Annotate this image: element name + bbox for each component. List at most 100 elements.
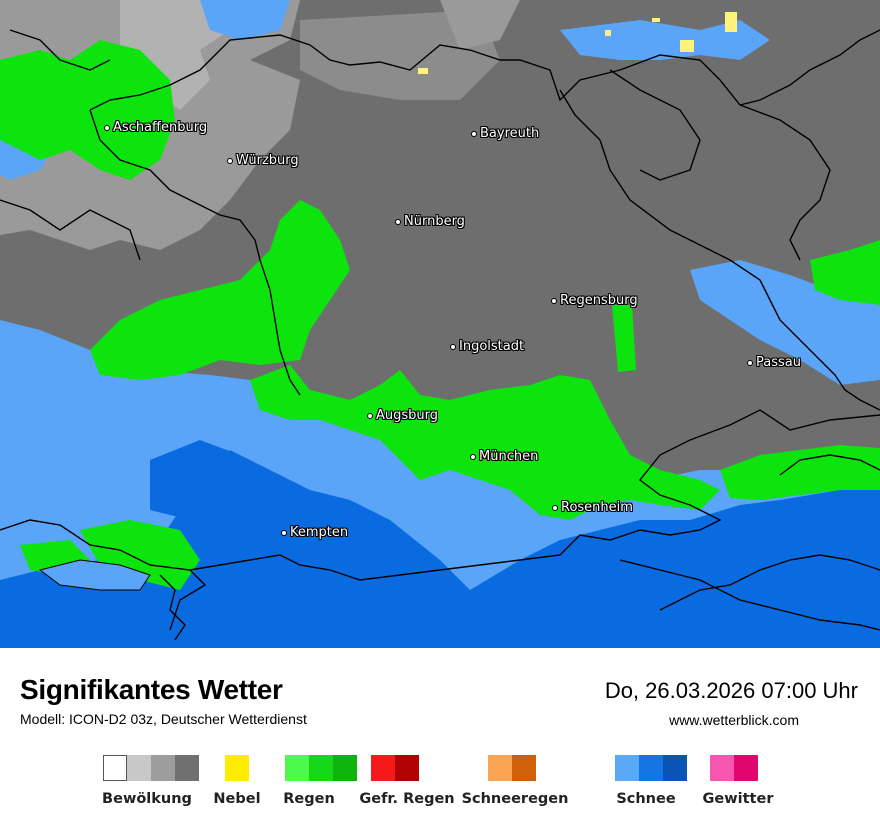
city-label: Ingolstadt: [459, 339, 525, 354]
border-west-bw: [89, 109, 301, 396]
legend-swatches: [285, 755, 357, 781]
legend-swatch: [175, 755, 199, 781]
city-dot-icon: [367, 412, 373, 419]
rain-strip-regensburg: [612, 305, 636, 372]
border-west-2: [0, 199, 141, 261]
city-dot-icon: [552, 504, 558, 511]
border-east-2: [739, 104, 831, 261]
page-title: Signifikantes Wetter: [20, 674, 283, 705]
map-canvas: [0, 0, 880, 648]
legend-label: Regen: [283, 791, 335, 807]
border-austria-south: [659, 554, 880, 611]
border-north-extra: [9, 29, 111, 71]
city-label: Passau: [756, 355, 801, 370]
forecast-datetime: Do, 26.03.2026 07:00 Uhr: [604, 678, 858, 703]
legend-label: Gefr. Regen: [359, 791, 455, 807]
legend-swatches: [225, 755, 249, 781]
city-label: Nürnberg: [404, 214, 465, 229]
rain-ne-right: [810, 240, 880, 305]
weather-map: Aschaffenburg Würzburg Bayreuth Nürnberg…: [0, 0, 880, 648]
legend-swatch: [333, 755, 357, 781]
legend-swatch: [225, 755, 249, 781]
border-austria: [189, 409, 880, 581]
legend-swatch: [309, 755, 333, 781]
legend-label: Bewölkung: [102, 791, 192, 807]
legend-schneeregen: Schneeregen: [462, 755, 568, 807]
legend-swatches: [488, 755, 536, 781]
city-passau: Passau: [747, 356, 801, 369]
rain-east: [720, 445, 880, 500]
legend-swatch: [371, 755, 395, 781]
city-kempten: Kempten: [281, 526, 348, 539]
legend-swatch: [663, 755, 687, 781]
rain-nw: [0, 40, 175, 180]
legend-swatch: [395, 755, 419, 781]
city-label: Rosenheim: [561, 500, 633, 515]
legend-nebel: Nebel: [213, 755, 261, 807]
border-bavaria-north: [89, 29, 880, 111]
snow-light-north-mid: [560, 20, 770, 60]
legend-label: Schnee: [616, 791, 676, 807]
legend-swatches: [710, 755, 758, 781]
legend-swatch: [512, 755, 536, 781]
border-alps-inner: [619, 559, 880, 631]
city-dot-icon: [471, 130, 477, 137]
legend-swatch: [710, 755, 734, 781]
legend-gefr-regen: Gefr. Regen: [359, 755, 455, 807]
legend-swatch: [103, 755, 127, 781]
city-nuernberg: Nürnberg: [395, 215, 465, 228]
cloud-layer-light-3: [440, 0, 520, 50]
city-label: Bayreuth: [480, 126, 540, 141]
city-dot-icon: [551, 297, 557, 304]
city-regensburg: Regensburg: [551, 294, 638, 307]
cloud-layer-light-2: [300, 10, 500, 100]
legend-swatch: [285, 755, 309, 781]
city-bayreuth: Bayreuth: [471, 127, 539, 140]
footer: Signifikantes Wetter Modell: ICON-D2 03z…: [0, 648, 880, 830]
city-label: Regensburg: [560, 293, 638, 308]
legend-label: Schneeregen: [461, 791, 569, 807]
legend-swatch: [734, 755, 758, 781]
legend-label: Gewitter: [702, 791, 774, 807]
fog-5: [605, 30, 611, 36]
city-dot-icon: [104, 124, 110, 131]
border-switzerland: [0, 519, 207, 631]
legend-regen: Regen: [283, 755, 357, 807]
border-bodensee: [159, 574, 186, 641]
city-dot-icon: [227, 157, 233, 164]
legend-swatch: [639, 755, 663, 781]
legend-swatch: [488, 755, 512, 781]
lake-bodensee: [38, 559, 151, 591]
snow-light-n: [200, 0, 290, 40]
city-rosenheim: Rosenheim: [552, 501, 633, 514]
city-dot-icon: [450, 343, 456, 350]
border-east-lower: [779, 454, 880, 476]
city-dot-icon: [281, 529, 287, 536]
city-augsburg: Augsburg: [367, 409, 438, 422]
legend-label: Nebel: [213, 791, 261, 807]
city-label: Würzburg: [236, 153, 299, 168]
border-bavaria-east: [599, 139, 880, 411]
city-aschaffenburg: Aschaffenburg: [104, 121, 207, 134]
city-dot-icon: [470, 453, 476, 460]
rain-alps-left: [80, 520, 200, 590]
snow-dark-patch: [150, 440, 240, 520]
city-wuerzburg: Würzburg: [227, 154, 299, 167]
fog-2: [725, 12, 737, 32]
legend-schnee: Schnee: [615, 755, 687, 807]
website-link[interactable]: www.wetterblick.com: [669, 712, 799, 728]
model-subtitle: Modell: ICON-D2 03z, Deutscher Wetterdie…: [20, 711, 307, 727]
rain-west: [90, 200, 350, 380]
city-ingolstadt: Ingolstadt: [450, 340, 524, 353]
city-label: Kempten: [290, 525, 349, 540]
border-bavaria-inner-east: [559, 89, 601, 141]
legend-swatch: [127, 755, 151, 781]
city-label: Aschaffenburg: [113, 120, 208, 135]
fog-1: [680, 40, 694, 52]
legend-swatch: [151, 755, 175, 781]
legend-swatches: [371, 755, 419, 781]
city-label: Augsburg: [376, 408, 439, 423]
city-muenchen: München: [470, 450, 538, 463]
fog-4: [652, 18, 660, 22]
rain-central: [250, 365, 720, 520]
